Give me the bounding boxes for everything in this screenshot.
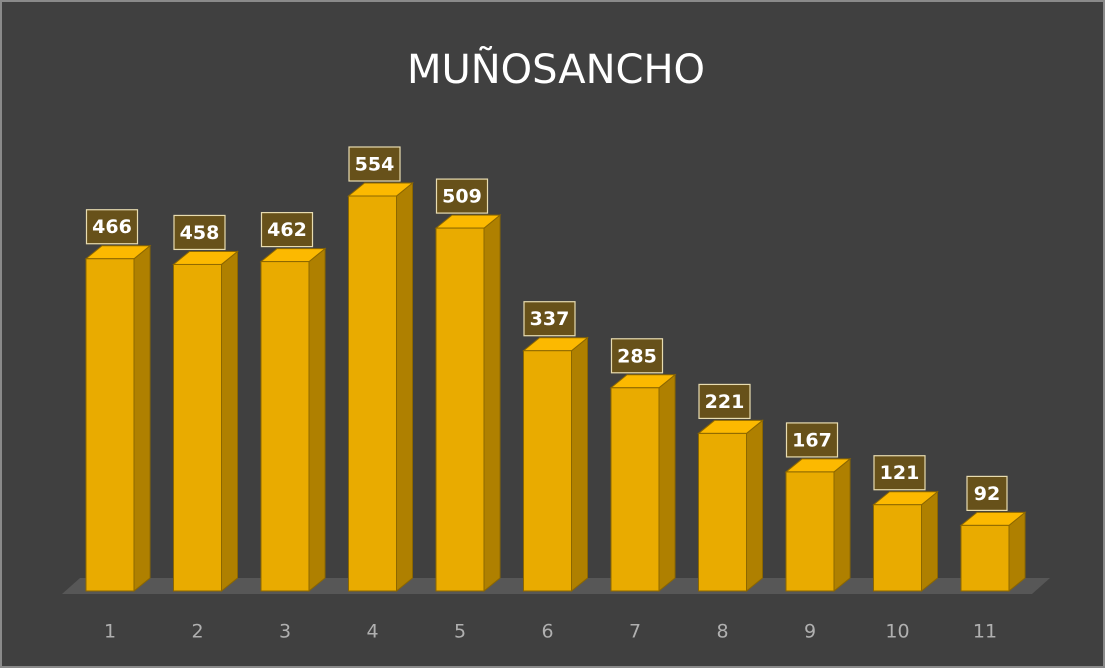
data-label: 285 <box>617 345 657 367</box>
bar-side <box>833 457 851 593</box>
x-tick-label: 1 <box>104 621 116 643</box>
x-tick-label: 9 <box>804 621 816 643</box>
data-label: 554 <box>355 153 395 175</box>
bar-side <box>921 490 938 593</box>
x-tick-label: 4 <box>366 621 378 643</box>
x-tick-label: 8 <box>716 621 728 643</box>
x-tick-label: 11 <box>973 621 997 643</box>
data-label-box <box>435 178 489 214</box>
bar-side <box>746 419 763 593</box>
data-label-box <box>873 455 926 491</box>
x-tick-label: 7 <box>629 621 641 643</box>
bar <box>172 250 239 593</box>
data-label: 462 <box>267 219 307 241</box>
data-label: 458 <box>180 222 220 244</box>
bar <box>434 214 502 593</box>
bar <box>959 511 1027 593</box>
data-label: 337 <box>530 308 570 330</box>
data-label-box <box>966 475 1008 512</box>
chart-title: MUÑOSANCHO <box>407 45 705 93</box>
bar <box>347 181 414 593</box>
data-label: 121 <box>880 462 920 484</box>
bar <box>784 457 852 593</box>
bar <box>872 490 939 593</box>
bar <box>697 419 764 593</box>
x-tick-label: 6 <box>541 621 553 643</box>
data-label: 221 <box>705 391 745 413</box>
data-label: 92 <box>974 483 1000 505</box>
data-label-box <box>523 301 576 337</box>
bar-side <box>396 181 413 593</box>
bar <box>522 336 589 593</box>
bar-side <box>133 244 151 593</box>
bar <box>609 373 677 593</box>
bar <box>259 247 327 593</box>
data-label: 466 <box>92 216 132 238</box>
bar-front <box>348 195 397 592</box>
data-label-box <box>85 209 139 245</box>
x-tick-label: 10 <box>885 621 909 643</box>
data-label-box <box>610 338 664 374</box>
bar-side <box>658 373 676 593</box>
bar-front <box>523 350 572 592</box>
bar-front <box>873 504 922 592</box>
data-label: 509 <box>442 186 482 208</box>
x-tick-label: 2 <box>191 621 203 643</box>
x-tick-label: 3 <box>279 621 291 643</box>
bar-front <box>260 261 310 592</box>
bar-front <box>435 227 485 592</box>
data-label: 167 <box>792 429 832 451</box>
bar <box>84 244 152 593</box>
bar-front <box>698 432 747 592</box>
data-label-box <box>698 383 751 420</box>
x-tick-label: 5 <box>454 621 466 643</box>
bar-front <box>960 524 1010 592</box>
bar-side <box>483 214 501 593</box>
bar-side <box>308 247 326 593</box>
data-label-box <box>348 146 401 182</box>
bar-side <box>221 250 238 593</box>
data-label-box <box>173 214 226 251</box>
bar-front <box>173 263 222 592</box>
data-label-box <box>785 422 839 458</box>
bar-side <box>571 336 588 593</box>
bar-front <box>610 387 660 592</box>
data-label-box <box>260 211 314 248</box>
bar-front <box>85 258 135 592</box>
bar-front <box>785 471 835 592</box>
bar-side <box>1008 511 1026 593</box>
